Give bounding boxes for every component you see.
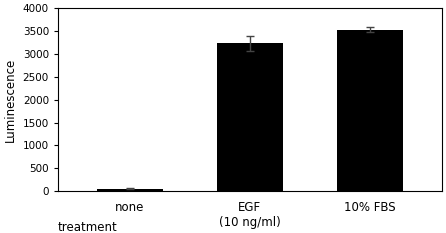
Bar (97, 189, 163, 191)
Bar (217, 43, 283, 191)
Bar (337, 30, 403, 191)
Y-axis label: Luminescence: Luminescence (4, 58, 17, 142)
Text: treatment: treatment (58, 221, 118, 233)
